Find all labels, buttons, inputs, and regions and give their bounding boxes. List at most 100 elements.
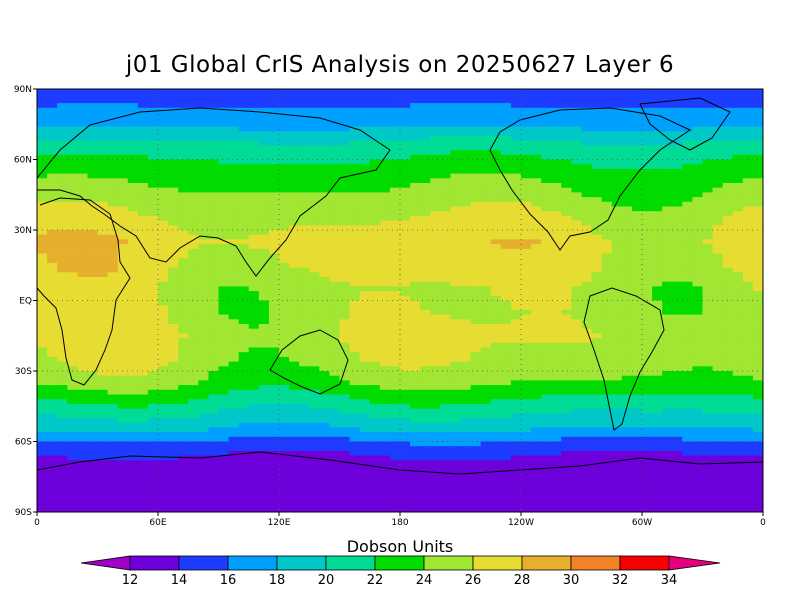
field-cell — [77, 220, 89, 226]
field-cell — [389, 211, 401, 217]
field-cell — [400, 281, 411, 287]
field-cell — [561, 272, 573, 278]
field-cell — [702, 281, 714, 287]
field-cell — [238, 286, 250, 292]
field-cell — [742, 112, 754, 118]
field-cell — [541, 281, 552, 287]
field-cell — [551, 295, 562, 302]
field-cell — [712, 295, 724, 302]
field-cell — [732, 211, 744, 217]
field-cell — [500, 117, 512, 123]
field-cell — [379, 168, 391, 175]
field-cell — [228, 230, 240, 236]
field-cell — [147, 324, 159, 330]
field-cell — [208, 399, 220, 405]
field-cell — [77, 145, 89, 151]
field-cell — [168, 267, 179, 273]
field-cell — [218, 394, 230, 400]
field-cell — [521, 145, 532, 151]
field-cell — [178, 314, 189, 320]
field-cell — [541, 215, 552, 222]
field-cell — [289, 324, 300, 330]
field-cell — [591, 206, 603, 212]
field-cell — [37, 239, 48, 245]
field-cell — [591, 197, 603, 203]
field-cell — [389, 230, 401, 236]
field-cell — [561, 98, 573, 104]
field-cell — [692, 136, 704, 142]
field-cell — [168, 150, 179, 156]
field-cell — [752, 389, 763, 396]
field-cell — [77, 342, 89, 349]
field-cell — [117, 168, 129, 175]
field-cell — [178, 385, 189, 391]
field-cell — [349, 239, 361, 245]
field-cell — [97, 98, 109, 104]
field-cell — [77, 413, 89, 419]
field-cell — [369, 394, 381, 400]
field-cell — [299, 291, 310, 297]
field-cell — [379, 300, 391, 306]
field-cell — [732, 192, 744, 198]
field-cell — [37, 262, 48, 269]
field-cell — [158, 309, 169, 316]
field-cell — [460, 159, 472, 165]
field-cell — [37, 140, 48, 146]
field-cell — [319, 173, 331, 179]
field-cell — [712, 192, 724, 198]
field-cell — [672, 168, 683, 175]
field-cell — [682, 366, 694, 372]
field-cell — [662, 220, 673, 226]
field-cell — [389, 117, 401, 123]
field-cell — [258, 324, 270, 330]
field-cell — [541, 408, 552, 414]
field-cell — [571, 399, 583, 405]
field-cell — [631, 305, 643, 311]
field-cell — [591, 89, 603, 95]
field-cell — [440, 201, 452, 208]
field-cell — [379, 244, 391, 250]
field-cell — [218, 338, 230, 344]
field-cell — [652, 117, 663, 123]
field-cell — [137, 347, 149, 353]
field-cell — [611, 117, 623, 123]
field-cell — [510, 225, 522, 231]
field-cell — [460, 267, 472, 273]
field-cell — [500, 267, 512, 273]
field-cell — [722, 300, 734, 306]
field-cell — [218, 258, 230, 264]
field-cell — [672, 267, 683, 273]
field-cell — [389, 361, 401, 367]
field-cell — [289, 361, 300, 367]
field-cell — [158, 281, 169, 287]
field-cell — [631, 262, 643, 269]
field-cell — [551, 112, 562, 118]
field-cell — [611, 230, 623, 236]
field-cell — [319, 338, 331, 344]
field-cell — [389, 164, 401, 170]
field-cell — [450, 112, 462, 118]
field-cell — [87, 277, 99, 283]
field-cell — [662, 295, 673, 302]
field-cell — [349, 121, 361, 128]
field-cell — [470, 89, 482, 95]
field-cell — [67, 211, 78, 217]
field-cell — [440, 206, 452, 212]
field-cell — [561, 356, 573, 363]
field-cell — [460, 112, 472, 118]
field-cell — [309, 154, 320, 161]
field-cell — [682, 234, 694, 240]
field-cell — [722, 385, 734, 391]
field-cell — [621, 187, 633, 193]
field-cell — [400, 300, 411, 306]
field-cell — [389, 220, 401, 226]
field-cell — [268, 248, 280, 255]
field-cell — [168, 408, 179, 414]
field-cell — [349, 178, 361, 184]
field-cell — [611, 140, 623, 146]
field-cell — [248, 117, 260, 123]
field-cell — [500, 248, 512, 255]
field-cell — [752, 168, 763, 175]
field-cell — [480, 154, 492, 161]
field-cell — [37, 389, 48, 396]
